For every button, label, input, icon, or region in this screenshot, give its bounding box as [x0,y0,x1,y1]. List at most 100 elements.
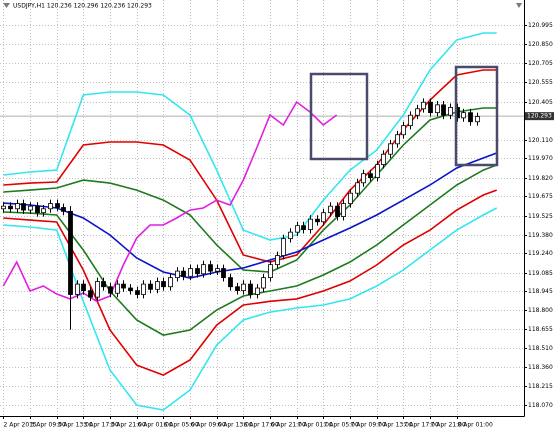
candle-body [448,107,453,116]
candle-body [15,203,20,210]
candle-body [241,283,246,292]
candle-body [195,268,200,275]
candle-body [261,277,266,289]
x-tick-label: 6 Apr 01:00 [138,422,173,429]
x-tick-label: 7 Apr 17:00 [404,422,439,429]
candle-body [255,287,260,295]
candle-body [161,281,166,288]
candle-body [328,205,333,214]
x-tick-label: 7 Apr 09:00 [351,422,386,429]
candle-body [395,134,400,145]
chart-icon [516,3,522,8]
candle-body [155,281,160,290]
y-tick-label: 120.705 [528,60,553,67]
candle-body [301,225,306,230]
candle-body [81,283,86,292]
y-tick-label: 118.655 [528,326,553,333]
x-tick-label: 6 Apr 05:00 [164,422,199,429]
indicator-line [2,100,338,303]
candle-body [188,268,193,277]
candle-body [115,283,120,294]
indicator-lines [2,32,498,411]
indicator-line [3,32,497,241]
candle-body [175,270,180,279]
candle-body [208,264,213,272]
candle-body [135,290,140,295]
candle-body [128,287,133,292]
y-tick-label: 120.555 [528,79,553,86]
candle-body [381,153,386,166]
y-tick-label: 119.380 [528,232,553,239]
candle-body [475,116,480,123]
x-tick-label: 8 Apr 01:00 [458,422,493,429]
highlight-box [309,72,369,161]
candle-body [388,143,393,155]
candle-body [41,208,46,214]
candle-body [268,264,273,279]
candle-body [368,173,373,178]
candle-body [228,277,233,288]
candle-body [308,218,313,230]
candle-body [215,268,220,272]
candles [1,98,480,330]
y-tick-label: 119.085 [528,270,553,277]
candle-body [441,104,446,116]
indicator-line [3,152,497,279]
x-tick-label: 6 Apr 09:00 [191,422,226,429]
candle-body [168,277,173,288]
candle-body [55,203,60,208]
y-tick-label: 120.850 [528,41,553,48]
candle-body [148,283,153,290]
candle-body [335,205,340,217]
y-tick-label: 120.110 [528,137,553,144]
candle-body [235,286,240,292]
y-tick-label: 118.360 [528,364,553,371]
candle-body [88,290,93,298]
axes: 120.995 120.850 120.705 120.555 120.405 120.1… [3,22,554,429]
price-label: 120.293 [527,113,552,120]
candle-body [8,205,13,210]
candle-body [121,283,126,289]
candle-body [415,108,420,116]
y-tick-label: 118.945 [528,288,553,295]
x-tick-label: 3 Apr 17:00 [84,422,119,429]
candle-body [181,270,186,277]
candle-body [401,125,406,136]
y-tick-label: 119.525 [528,213,553,220]
candle-body [28,205,33,211]
x-tick-label: 7 Apr 01:00 [298,422,333,429]
x-tick-label: 6 Apr 17:00 [244,422,279,429]
x-tick-label: 7 Apr 21:00 [431,422,466,429]
candle-body [435,104,440,114]
candle-body [421,101,426,110]
candle-body [461,112,466,119]
y-tick-label: 120.995 [528,22,553,29]
candle-body [1,205,6,210]
chart-icon [3,3,10,8]
candle-body [35,205,40,214]
y-tick-label: 119.240 [528,250,553,257]
candle-body [375,164,380,178]
x-tick-label: 2 Apr 2015 [4,422,37,429]
candle-body [315,218,320,223]
candle-body [48,203,53,210]
candle-body [221,268,226,279]
indicator-line [3,207,498,411]
candle-body [295,225,300,233]
x-tick-label: 3 Apr 09:00 [31,422,66,429]
price-label-box [525,112,554,121]
indicator-line [3,189,497,376]
y-tick-label: 119.970 [528,155,553,162]
candle-body [101,281,106,288]
candle-body [141,283,146,295]
candle-body [468,112,473,123]
candle-body [348,192,353,204]
candle-body [275,255,280,266]
candle-body [408,114,413,127]
candle-body [21,203,26,211]
x-tick-label: 3 Apr 13:00 [58,422,93,429]
candle-body [288,231,293,240]
y-tick-label: 118.510 [528,345,553,352]
y-tick-label: 119.675 [528,193,553,200]
